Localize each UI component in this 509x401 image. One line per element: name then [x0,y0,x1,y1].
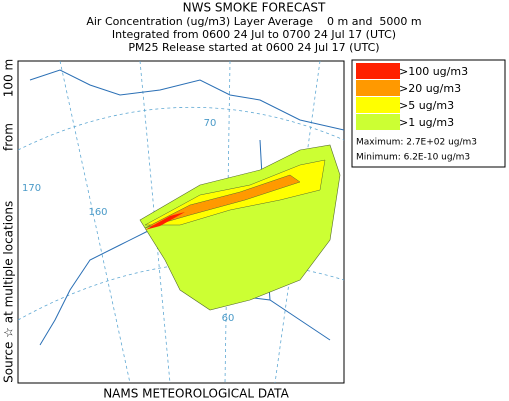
legend-swatch [356,80,400,96]
coastline [29,69,345,346]
legend-label: >5 ug/m3 [399,99,454,112]
map-label: 60 [222,313,235,324]
side-label: from [2,123,16,151]
side-label: 100 m [2,59,16,97]
subtitle: Integrated from 0600 24 Jul to 0700 24 J… [112,28,396,41]
map-label: 70 [204,118,217,129]
map: 70 170 160 60 [17,60,345,384]
legend-label: >20 ug/m3 [399,82,461,95]
map-label: 170 [22,183,41,194]
legend-swatch [356,63,400,79]
map-label: 160 [88,207,107,218]
subtitle: Air Concentration (ug/m3) Layer Average … [86,15,421,28]
side-label: at multiple locations [2,201,16,324]
legend-swatch [356,97,400,113]
side-label: Source ☆ [2,327,16,383]
subtitle: PM25 Release started at 0600 24 Jul 17 (… [128,41,379,54]
footer: NAMS METEOROLOGICAL DATA [103,387,289,401]
legend: >100 ug/m3 >20 ug/m3 >5 ug/m3 >1 ug/m3 Maxi… [351,59,506,168]
legend-minimum: Minimum: 6.2E-10 ug/m3 [356,153,470,163]
legend-label: >100 ug/m3 [399,65,468,78]
legend-maximum: Maximum: 2.7E+02 ug/m3 [356,138,477,148]
legend-items: >100 ug/m3 >20 ug/m3 >5 ug/m3 >1 ug/m3 [356,63,468,130]
title: NWS SMOKE FORECAST [183,1,326,15]
graticule-line [59,60,131,384]
plume-20 [144,174,301,229]
plume-100 [145,212,185,230]
graticule-line [17,106,345,151]
legend-label: >1 ug/m3 [399,116,454,129]
legend-swatch [356,114,400,130]
